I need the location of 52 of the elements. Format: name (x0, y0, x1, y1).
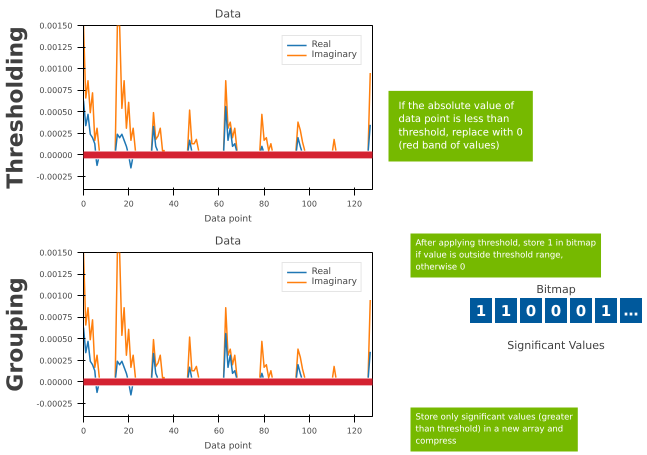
x-tick-label: 120 (346, 200, 362, 208)
y-tick-label: 0.00000 (39, 150, 73, 160)
legend-label: Imaginary (312, 277, 357, 287)
category-label: … (624, 302, 638, 320)
y-tick-label: 0.00125 (39, 270, 73, 280)
x-tick-label: 80 (259, 200, 270, 208)
legend-label: Real (312, 40, 332, 50)
x-tick-label: 120 (346, 426, 362, 436)
legend-label: Imaginary (312, 50, 357, 60)
category-label: 0 (576, 302, 586, 320)
x-tick-label: 100 (302, 200, 317, 208)
y-tick-label: 0.00100 (39, 64, 73, 74)
y-tick-label: 0.00075 (39, 313, 73, 322)
y-tick-label: 0.00125 (39, 43, 73, 52)
y-tick-label: 0.00150 (39, 248, 73, 258)
y-tick-label: 0.00150 (39, 22, 73, 30)
x-tick-label: 20 (124, 426, 134, 436)
category-label: 1 (476, 302, 486, 320)
y-tick-label: 0.00000 (39, 378, 73, 387)
category-label: 0 (550, 302, 562, 320)
text: Significant Values (507, 339, 606, 352)
x-tick-label: 100 (302, 426, 317, 436)
text: Bitmap (536, 283, 576, 296)
x-tick-label: 40 (168, 426, 179, 436)
text: After applying threshold, store 1 in bitmap if value is outside threshold range, otherwise 0 (416, 238, 596, 272)
x-tick-label: 0 (80, 426, 86, 436)
y-tick-label: -0.00025 (36, 400, 72, 409)
chart-title: Data (214, 234, 242, 248)
category-label: 1 (500, 302, 512, 320)
x-tick-label: 0 (80, 200, 86, 208)
x-tick-label: 80 (259, 426, 270, 436)
y-axis-title: Thresholding (4, 26, 29, 189)
text: If the absolute value of data point is less than threshold, replace with 0 (red band of values) (398, 100, 523, 152)
y-tick-label: 0.00050 (39, 108, 73, 117)
y-tick-label: 0.00025 (39, 356, 73, 366)
y-tick-label: 0.00075 (39, 86, 73, 96)
text: Store only significant values (greater than threshold) in a new array and compress (416, 412, 574, 446)
chart-title: Data (214, 8, 242, 20)
x-axis-title: Data point (204, 442, 252, 452)
x-tick-label: 60 (214, 200, 224, 208)
x-tick-label: 20 (124, 200, 134, 208)
x-axis-title: Data point (204, 214, 252, 224)
category-label: 0 (526, 302, 536, 320)
y-tick-label: 0.00100 (39, 292, 73, 301)
y-tick-label: 0.00050 (39, 334, 73, 344)
x-tick-label: 40 (168, 200, 179, 208)
x-tick-label: 60 (214, 426, 224, 436)
y-tick-label: 0.00025 (39, 129, 73, 138)
category-label: 1 (600, 302, 612, 320)
y-tick-label: -0.00025 (36, 172, 72, 182)
y-axis-title: Grouping (4, 277, 29, 392)
legend-label: Real (312, 267, 332, 277)
